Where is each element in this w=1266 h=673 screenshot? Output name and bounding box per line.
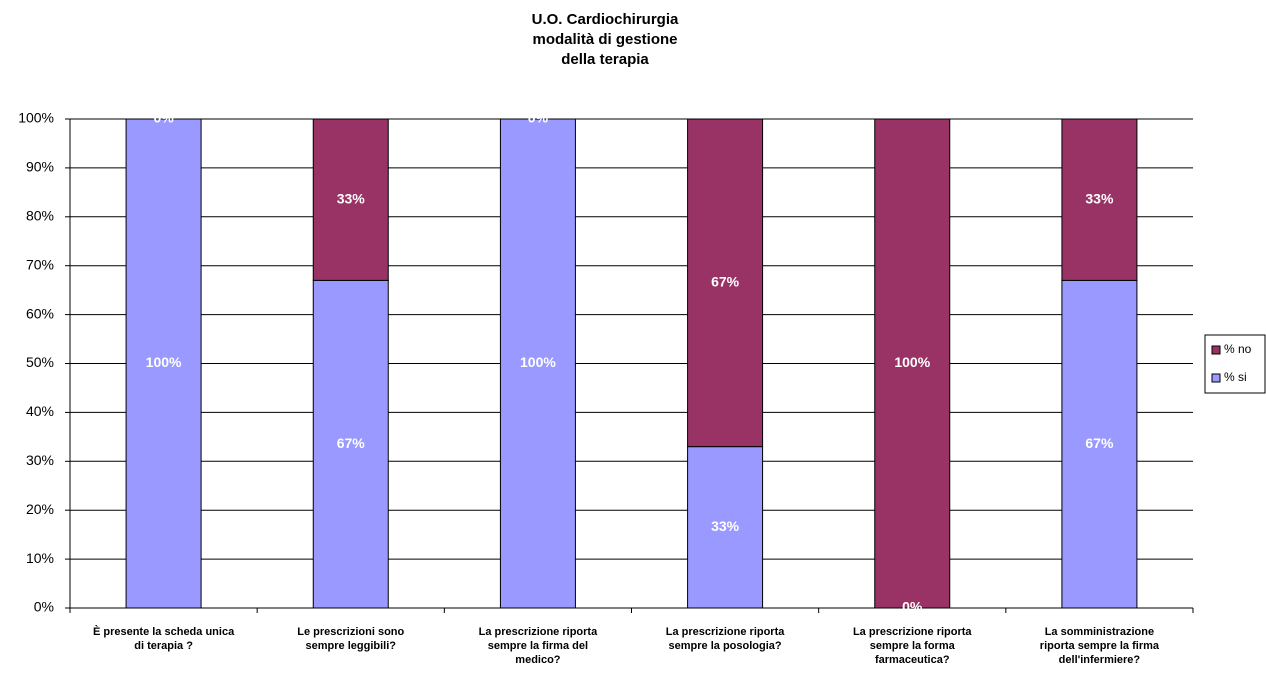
chart-title: della terapia [561, 51, 649, 68]
value-label: 33% [337, 190, 366, 206]
chart-title: modalità di gestione [532, 31, 677, 48]
x-tick-label: È presente la scheda unica [93, 625, 235, 638]
legend-label: % no [1224, 342, 1252, 356]
value-label: 33% [1085, 190, 1114, 206]
value-label: 67% [337, 435, 366, 451]
legend-swatch [1211, 345, 1221, 355]
bar-segment [312, 279, 389, 609]
legend-label: % si [1224, 370, 1247, 384]
bar-segment [874, 118, 951, 609]
x-tick-label: Le prescrizioni sono [297, 626, 404, 638]
y-tick-label: 80% [26, 208, 54, 224]
x-tick-label: medico? [515, 654, 561, 666]
bar-segment [687, 446, 764, 609]
value-label: 0% [528, 110, 549, 126]
value-label: 67% [1085, 435, 1114, 451]
y-tick-label: 90% [26, 159, 54, 175]
y-tick-label: 0% [34, 599, 54, 615]
value-label: 0% [153, 110, 174, 126]
y-tick-label: 30% [26, 452, 54, 468]
value-label: 100% [146, 354, 182, 370]
x-tick-label: sempre la firma del [488, 640, 588, 652]
bar-segment [125, 118, 202, 609]
x-tick-label: sempre leggibili? [306, 640, 397, 652]
y-tick-label: 20% [26, 501, 54, 517]
bar-segment [1061, 279, 1138, 609]
value-label: 100% [894, 354, 930, 370]
x-tick-label: riporta sempre la firma [1040, 640, 1160, 652]
x-tick-label: La prescrizione riporta [853, 626, 972, 638]
x-tick-label: sempre la forma [870, 640, 956, 652]
value-label: 100% [520, 354, 556, 370]
legend-swatch [1211, 373, 1221, 383]
value-label: 0% [902, 599, 923, 615]
legend-box [1204, 334, 1266, 394]
x-tick-label: La prescrizione riporta [479, 626, 598, 638]
x-tick-label: La somministrazione [1045, 626, 1154, 638]
bar-segment [1061, 118, 1138, 281]
value-label: 33% [711, 518, 740, 534]
bar-segment [499, 118, 576, 609]
y-tick-label: 100% [18, 110, 54, 126]
bar-segment [687, 118, 764, 448]
x-tick-label: dell'infermiere? [1059, 654, 1141, 666]
x-tick-label: sempre la posologia? [669, 640, 782, 652]
y-tick-label: 60% [26, 305, 54, 321]
y-tick-label: 10% [26, 550, 54, 566]
y-tick-label: 70% [26, 256, 54, 272]
y-tick-label: 50% [26, 354, 54, 370]
y-tick-label: 40% [26, 403, 54, 419]
x-tick-label: La prescrizione riporta [666, 626, 785, 638]
chart-title: U.O. Cardiochirurgia [532, 11, 679, 28]
x-tick-label: di terapia ? [134, 640, 193, 652]
x-tick-label: farmaceutica? [875, 654, 950, 666]
value-label: 67% [711, 274, 740, 290]
bar-segment [312, 118, 389, 281]
